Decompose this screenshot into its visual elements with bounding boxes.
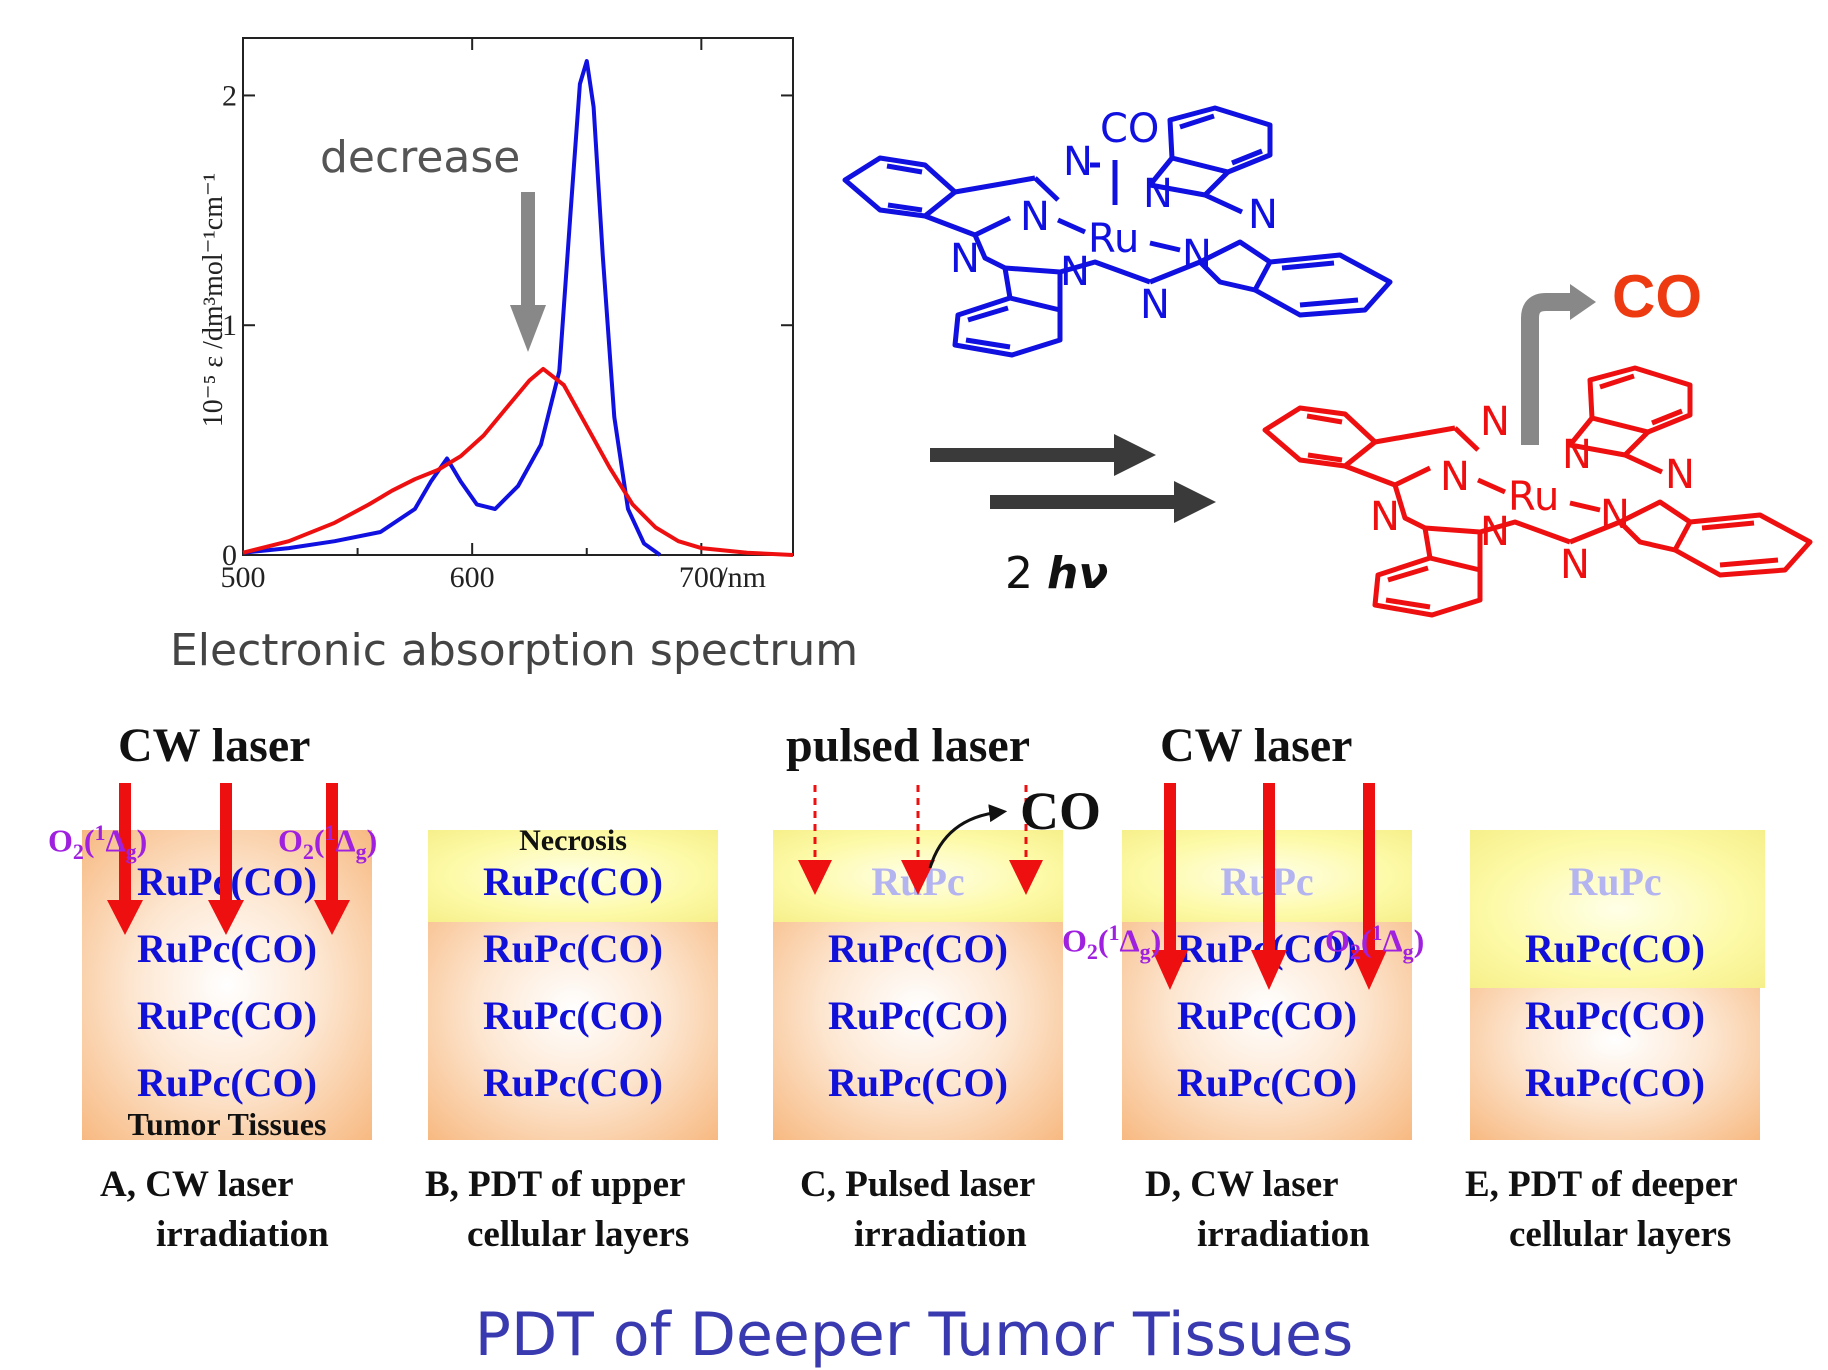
necrosis-layer: [1470, 830, 1765, 988]
rupc-co-label: RuPc(CO): [137, 926, 317, 971]
ruthenium-phthalocyanine-co-molecule: [842, 105, 1393, 358]
rupc-co-label: RuPc(CO): [1177, 1060, 1357, 1105]
atom-ru: Ru: [1088, 216, 1139, 262]
singlet-oxygen-label: O2(1Δg): [48, 820, 148, 865]
reaction-scheme: N CO N N N Ru N N N N: [842, 105, 1813, 618]
co-release-arrow: [1521, 293, 1570, 445]
ruthenium-phthalocyanine-molecule: [1262, 365, 1813, 618]
necrosis-label: Necrosis: [519, 824, 627, 857]
atom-n: N: [1063, 139, 1093, 185]
atom-co: CO: [1100, 106, 1159, 152]
laser-arrows: [107, 783, 1387, 990]
atom-n: N: [1248, 192, 1278, 238]
light-label-symbol: hν: [1047, 548, 1109, 599]
pulsed-laser-label: pulsed laser: [786, 719, 1031, 772]
caption-c: C, Pulsed laser irradiation: [800, 1164, 1036, 1255]
atom-n: N: [1480, 509, 1510, 555]
decrease-label: decrease: [320, 132, 521, 183]
rupc-co-label: RuPc(CO): [1525, 926, 1705, 971]
pulsed-laser-arrows-c: [798, 785, 1043, 895]
rupc-co-label: RuPc(CO): [828, 993, 1008, 1038]
tumor-tissue: [428, 880, 718, 1140]
caption-d: D, CW laser irradiation: [1145, 1164, 1370, 1255]
tumor-tissue: [773, 880, 1063, 1140]
atom-n: N: [1480, 399, 1510, 445]
light-label-number: 2: [1005, 548, 1033, 599]
co-release-label: CO: [1020, 781, 1101, 841]
atom-n: N: [1182, 232, 1212, 278]
atom-n: N: [1562, 432, 1592, 478]
bottom-molecule-atom-labels: N N N N Ru N N N N: [1370, 399, 1695, 588]
atom-n: N: [1370, 494, 1400, 540]
singlet-oxygen-label: O2(1Δg): [1325, 920, 1425, 965]
chart-series: [242, 59, 794, 557]
atom-n: N: [1665, 452, 1695, 498]
caption-a: A, CW laser irradiation: [100, 1164, 329, 1255]
caption-b: B, PDT of upper cellular layers: [425, 1164, 690, 1255]
atom-n: N: [1600, 492, 1630, 538]
series-line-1: [242, 366, 794, 557]
x-tick-label: 700: [679, 561, 724, 594]
rupc-label: RuPc: [1568, 859, 1662, 904]
x-tick-label: 600: [450, 561, 495, 594]
series-line-0: [242, 59, 662, 557]
rupc-co-label: RuPc(CO): [1177, 993, 1357, 1038]
rupc-co-label: RuPc(CO): [1525, 993, 1705, 1038]
chart-text: 500 600 700 0 1 2/nm 10⁻⁵ ε /dm³mol⁻¹cm⁻¹: [198, 79, 766, 594]
rupc-co-label: RuPc(CO): [137, 993, 317, 1038]
cw-laser-label-d: CW laser: [1160, 719, 1353, 772]
rupc-co-label: RuPc(CO): [828, 1060, 1008, 1105]
y-tick-label: 0: [222, 539, 237, 572]
plot-frame: [242, 37, 794, 556]
top-molecule-atom-labels: N CO N N N Ru N N N N: [950, 106, 1278, 328]
rupc-co-label: RuPc(CO): [483, 993, 663, 1038]
decrease-arrow-shaft: [521, 192, 535, 307]
x-axis-label: /nm: [719, 561, 766, 594]
caption-e: E, PDT of deeper cellular layers: [1465, 1164, 1738, 1255]
rupc-co-label: RuPc(CO): [483, 926, 663, 971]
decrease-arrow-head: [510, 305, 546, 352]
cw-laser-arrows-d: [1152, 783, 1387, 990]
x-tick-label: 500: [221, 561, 266, 594]
spectrum-caption: Electronic absorption spectrum: [170, 625, 859, 676]
absorption-spectrum-chart: 500 600 700 0 1 2/nm 10⁻⁵ ε /dm³mol⁻¹cm⁻¹: [198, 37, 794, 594]
rupc-co-label: RuPc(CO): [483, 1060, 663, 1105]
panel-a: RuPc(CO) RuPc(CO) RuPc(CO) RuPc(CO) Tumo…: [82, 830, 372, 1142]
tumor-tissues-label: Tumor Tissues: [127, 1106, 327, 1142]
y-tick-label: 1: [222, 309, 237, 342]
rupc-co-label: RuPc(CO): [137, 1060, 317, 1105]
atom-n: N: [1020, 194, 1050, 240]
rupc-co-label: RuPc(CO): [1525, 1060, 1705, 1105]
co-released-label: CO: [1612, 263, 1702, 330]
y-axis-label: 10⁻⁵ ε /dm³mol⁻¹cm⁻¹: [198, 173, 229, 427]
atom-n: N: [1060, 249, 1090, 295]
atom-n: N: [1140, 282, 1170, 328]
panel-b: Necrosis RuPc(CO) RuPc(CO) RuPc(CO) RuPc…: [428, 824, 718, 1140]
cw-laser-label-a: CW laser: [118, 719, 311, 772]
necrosis-layer: [428, 830, 718, 922]
atom-n: N: [1440, 454, 1470, 500]
atom-n: N: [1143, 171, 1173, 217]
atom-n: N: [1560, 542, 1590, 588]
footer-title: PDT of Deeper Tumor Tissues: [474, 1300, 1354, 1370]
rupc-co-label: RuPc(CO): [483, 859, 663, 904]
light-label: 2 hν: [1005, 548, 1108, 599]
atom-ru: Ru: [1508, 474, 1559, 520]
atom-n: N: [950, 236, 980, 282]
singlet-oxygen-label: O2(1Δg): [278, 820, 378, 865]
co-curl-arrow: [928, 804, 1008, 869]
panel-e: RuPc RuPc(CO) RuPc(CO) RuPc(CO): [1470, 830, 1765, 1140]
cw-laser-arrows-a: [107, 783, 350, 935]
y-tick-label: 2: [222, 79, 237, 112]
singlet-oxygen-label: O2(1Δg): [1062, 920, 1162, 965]
rupc-co-label: RuPc(CO): [828, 926, 1008, 971]
